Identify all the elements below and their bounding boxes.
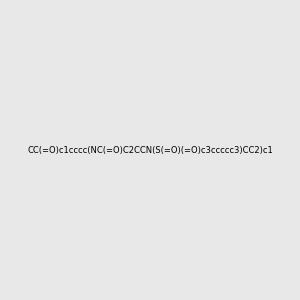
Text: CC(=O)c1cccc(NC(=O)C2CCN(S(=O)(=O)c3ccccc3)CC2)c1: CC(=O)c1cccc(NC(=O)C2CCN(S(=O)(=O)c3cccc… — [27, 146, 273, 154]
